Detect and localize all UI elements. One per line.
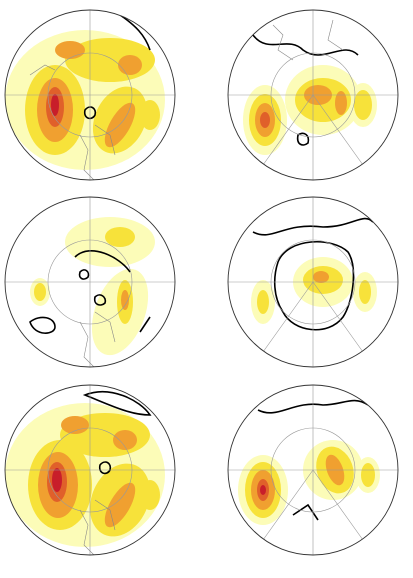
map-panel: [4, 196, 176, 368]
map-panel: [227, 196, 399, 368]
map-panel: [227, 9, 399, 181]
map-panel: [4, 384, 176, 556]
map-panel: [4, 9, 176, 181]
map-panel: [227, 384, 399, 556]
